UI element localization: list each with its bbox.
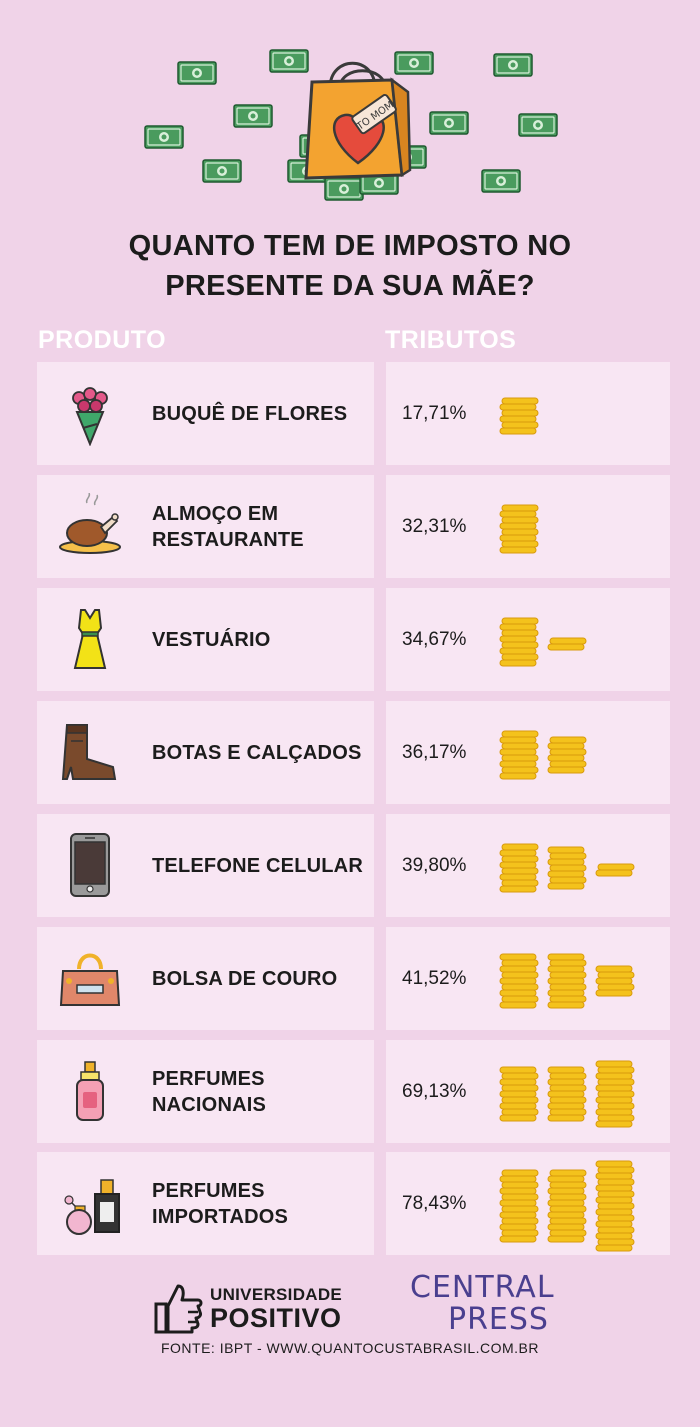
- perfume-bottle-icon: [76, 1061, 104, 1121]
- tax-percentage: 32,31%: [402, 515, 467, 537]
- tax-cell: 69,13%: [386, 1040, 670, 1143]
- shopping-bag-icon: TO MOM: [304, 61, 412, 180]
- product-cell: PERFUMES IMPORTADOS: [37, 1152, 374, 1255]
- central-press-logo: CENTRAL PRESS: [400, 1272, 554, 1347]
- cp-logo-line-2: PRESS: [448, 1302, 549, 1337]
- tax-percentage: 78,43%: [402, 1192, 467, 1214]
- tax-cell: 36,17%: [386, 701, 670, 804]
- tax-percentage: 39,80%: [402, 854, 467, 876]
- universidade-positivo-logo: UNIVERSIDADE POSITIVO: [148, 1272, 348, 1342]
- mobile-phone-icon: [70, 833, 110, 897]
- coin-stack: [547, 846, 587, 890]
- coin-stacks: [499, 504, 539, 554]
- roast-chicken-icon: [59, 493, 121, 554]
- coin-stack: [547, 1066, 587, 1122]
- coin-stacks: [499, 617, 587, 667]
- coin-stack: [499, 397, 539, 435]
- boot-icon: [61, 724, 117, 780]
- coin-stack: [499, 504, 539, 554]
- coin-stack: [547, 637, 587, 651]
- product-name: PERFUMES IMPORTADOS: [152, 1179, 289, 1228]
- dress-icon: [73, 609, 107, 669]
- tax-percentage: 41,52%: [402, 967, 467, 989]
- tax-row: TELEFONE CELULAR 39,80%: [37, 814, 670, 917]
- tax-cell: 39,80%: [386, 814, 670, 917]
- coin-stack: [499, 1066, 539, 1122]
- coin-stack: [499, 730, 539, 780]
- column-header-product: PRODUTO: [38, 326, 167, 354]
- tax-row: BOLSA DE COURO 41,52%: [37, 927, 670, 1030]
- coin-stacks: [499, 953, 635, 1009]
- product-cell: BOTAS E CALÇADOS: [37, 701, 374, 804]
- product-cell: ALMOÇO EM RESTAURANTE: [37, 475, 374, 578]
- coin-stack: [547, 736, 587, 774]
- product-name: BOLSA DE COURO: [152, 967, 338, 990]
- product-name: BUQUÊ DE FLORES: [152, 402, 348, 425]
- up-logo-line-1: UNIVERSIDADE: [210, 1285, 343, 1304]
- coin-stack: [547, 953, 587, 1009]
- coin-stack: [499, 1169, 539, 1243]
- tax-percentage: 34,67%: [402, 628, 467, 650]
- product-cell: PERFUMES NACIONAIS: [37, 1040, 374, 1143]
- coin-stack: [595, 863, 635, 877]
- product-name: PERFUMES NACIONAIS: [152, 1067, 267, 1116]
- hero-illustration: TO MOM: [144, 49, 558, 201]
- title-line-1: QUANTO TEM DE IMPOSTO NO: [128, 230, 572, 262]
- product-name: BOTAS E CALÇADOS: [152, 741, 362, 764]
- coin-stacks: [499, 1160, 635, 1252]
- product-cell: BOLSA DE COURO: [37, 927, 374, 1030]
- bouquet-icon: [72, 387, 108, 446]
- product-name: TELEFONE CELULAR: [152, 854, 363, 877]
- tax-row: VESTUÁRIO 34,67%: [37, 588, 670, 691]
- coin-stacks: [499, 1060, 635, 1128]
- coin-stack: [595, 1060, 635, 1128]
- coin-stack: [499, 843, 539, 893]
- thumbs-up-icon: [154, 1284, 203, 1334]
- tax-cell: 41,52%: [386, 927, 670, 1030]
- coin-stack: [595, 1160, 635, 1252]
- cp-logo-line-1: CENTRAL: [410, 1270, 555, 1305]
- coin-stack: [595, 965, 635, 997]
- tax-cell: 17,71%: [386, 362, 670, 465]
- page-title: QUANTO TEM DE IMPOSTO NO PRESENTE DA SUA…: [0, 226, 700, 306]
- coin-stacks: [499, 730, 587, 780]
- footer-logos: UNIVERSIDADE POSITIVO CENTRAL PRESS: [0, 1272, 700, 1347]
- tax-row: BOTAS E CALÇADOS 36,17%: [37, 701, 670, 804]
- tax-percentage: 69,13%: [402, 1080, 467, 1102]
- tax-row: ALMOÇO EM RESTAURANTE 32,31%: [37, 475, 670, 578]
- perfume-bottles-icon: [64, 1179, 120, 1235]
- leather-bag-icon: [59, 953, 121, 1006]
- coin-stacks: [499, 397, 539, 435]
- product-name: ALMOÇO EM RESTAURANTE: [152, 502, 304, 551]
- tax-cell: 34,67%: [386, 588, 670, 691]
- product-cell: TELEFONE CELULAR: [37, 814, 374, 917]
- coin-stack: [547, 1169, 587, 1243]
- tax-percentage: 17,71%: [402, 402, 467, 424]
- tax-row: PERFUMES IMPORTADOS 78,43%: [37, 1152, 670, 1255]
- source-citation: FONTE: IBPT - WWW.QUANTOCUSTABRASIL.COM.…: [160, 1340, 540, 1356]
- product-cell: VESTUÁRIO: [37, 588, 374, 691]
- tax-cell: 32,31%: [386, 475, 670, 578]
- column-header-taxes: TRIBUTOS: [385, 326, 517, 354]
- title-line-2: PRESENTE DA SUA MÃE?: [165, 270, 535, 302]
- coin-stack: [499, 953, 539, 1009]
- product-name: VESTUÁRIO: [152, 628, 271, 651]
- coin-stack: [499, 617, 539, 667]
- tax-percentage: 36,17%: [402, 741, 467, 763]
- tax-row: BUQUÊ DE FLORES 17,71%: [37, 362, 670, 465]
- coin-stacks: [499, 843, 635, 893]
- product-cell: BUQUÊ DE FLORES: [37, 362, 374, 465]
- tax-row: PERFUMES NACIONAIS 69,13%: [37, 1040, 670, 1143]
- up-logo-line-2: POSITIVO: [210, 1303, 342, 1333]
- tax-cell: 78,43%: [386, 1152, 670, 1255]
